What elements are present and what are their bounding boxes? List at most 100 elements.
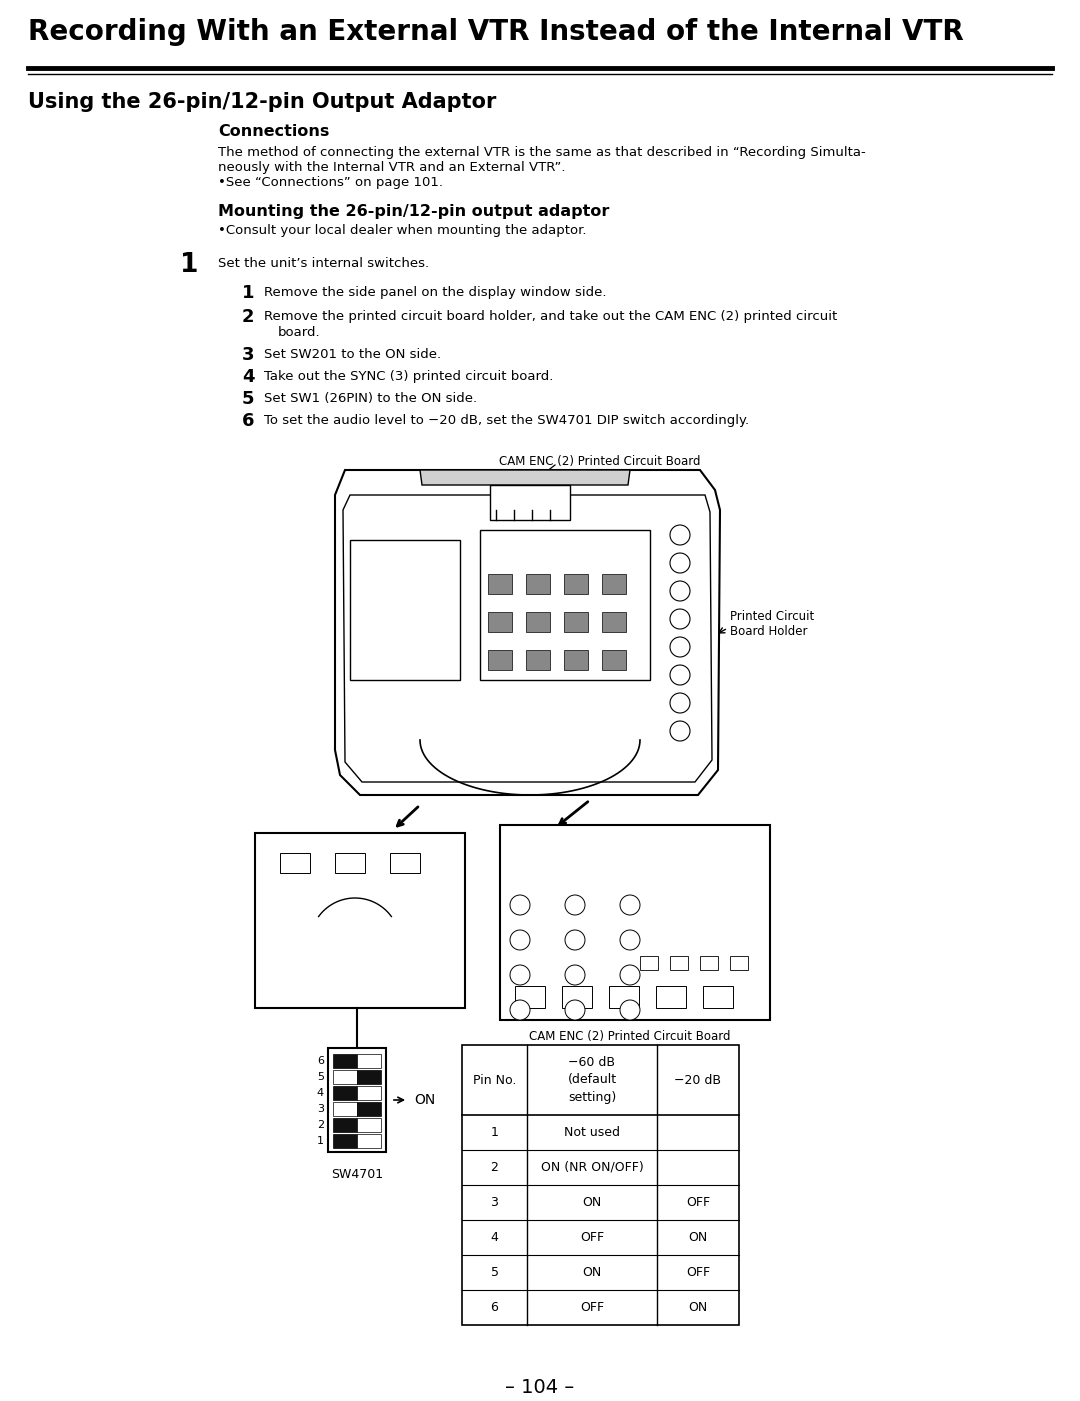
Text: 6: 6 (490, 1302, 499, 1314)
Bar (500, 825, 770, 1020)
Bar (670, 955, 688, 969)
Bar (602, 650, 626, 670)
Text: Set SW201 to the ON side.: Set SW201 to the ON side. (264, 347, 441, 361)
Circle shape (670, 581, 690, 601)
Text: Printed Circuit: Printed Circuit (730, 609, 814, 623)
Circle shape (620, 895, 640, 915)
Circle shape (670, 722, 690, 741)
Circle shape (620, 965, 640, 985)
Bar (564, 650, 588, 670)
Text: Board Holder: Board Holder (730, 625, 808, 637)
Circle shape (670, 553, 690, 573)
Text: Set the unit’s internal switches.: Set the unit’s internal switches. (218, 256, 429, 270)
Text: CAM ENC (2) Printed Circuit Board: CAM ENC (2) Printed Circuit Board (499, 455, 701, 468)
Bar (488, 574, 512, 594)
Bar (488, 650, 512, 670)
Text: neously with the Internal VTR and an External VTR”.: neously with the Internal VTR and an Ext… (218, 161, 566, 174)
Text: Not used: Not used (564, 1126, 620, 1139)
Text: 5: 5 (242, 389, 255, 408)
Text: 2: 2 (490, 1161, 499, 1174)
Bar (526, 574, 550, 594)
Circle shape (670, 525, 690, 545)
Circle shape (670, 665, 690, 685)
Circle shape (565, 930, 585, 950)
Text: ON: ON (582, 1196, 602, 1209)
Bar (640, 955, 658, 969)
Text: 4: 4 (316, 1089, 324, 1098)
Text: Remove the side panel on the display window side.: Remove the side panel on the display win… (264, 286, 607, 298)
Bar (328, 1048, 386, 1152)
Text: ON: ON (414, 1093, 435, 1107)
Bar (357, 1054, 381, 1068)
Text: ON (NR ON/OFF): ON (NR ON/OFF) (541, 1161, 644, 1174)
Bar (730, 955, 748, 969)
Text: Take out the SYNC (3) printed circuit board.: Take out the SYNC (3) printed circuit bo… (264, 370, 553, 382)
Bar (280, 853, 310, 873)
Polygon shape (335, 469, 720, 794)
Bar (333, 1133, 357, 1147)
Text: 1: 1 (490, 1126, 499, 1139)
Polygon shape (420, 469, 630, 485)
Polygon shape (255, 834, 465, 1007)
Text: Remove the printed circuit board holder, and take out the CAM ENC (2) printed ci: Remove the printed circuit board holder,… (264, 310, 837, 324)
Bar (333, 1070, 357, 1084)
Text: 4: 4 (490, 1231, 499, 1244)
Text: 3: 3 (242, 346, 255, 364)
Text: 3: 3 (318, 1104, 324, 1114)
Text: Connections: Connections (218, 125, 329, 139)
Bar (357, 1070, 381, 1084)
Text: −60 dB
(default
setting): −60 dB (default setting) (567, 1055, 617, 1104)
Text: ON: ON (688, 1302, 707, 1314)
Text: −20 dB: −20 dB (675, 1073, 721, 1087)
Text: 2: 2 (242, 308, 255, 326)
Bar (490, 485, 570, 520)
Text: 1: 1 (180, 252, 199, 277)
Text: •See “Connections” on page 101.: •See “Connections” on page 101. (218, 177, 443, 189)
Bar (357, 1103, 381, 1117)
Text: 3: 3 (490, 1196, 499, 1209)
Text: Mounting the 26-pin/12-pin output adaptor: Mounting the 26-pin/12-pin output adapto… (218, 205, 609, 219)
Circle shape (670, 637, 690, 657)
Circle shape (670, 693, 690, 713)
Bar (564, 612, 588, 632)
Circle shape (510, 965, 530, 985)
Bar (480, 530, 650, 679)
Text: 6: 6 (242, 412, 255, 430)
Text: 1: 1 (242, 284, 255, 303)
Text: 6: 6 (318, 1056, 324, 1066)
Circle shape (510, 1000, 530, 1020)
Bar (602, 612, 626, 632)
Text: The method of connecting the external VTR is the same as that described in “Reco: The method of connecting the external VT… (218, 146, 866, 158)
Bar (488, 612, 512, 632)
Text: CAM ENC (2) Printed Circuit Board: CAM ENC (2) Printed Circuit Board (529, 1030, 731, 1042)
Bar (350, 539, 460, 679)
Bar (526, 650, 550, 670)
Text: Using the 26-pin/12-pin Output Adaptor: Using the 26-pin/12-pin Output Adaptor (28, 92, 497, 112)
Text: OFF: OFF (580, 1302, 604, 1314)
Bar (357, 1133, 381, 1147)
Text: SW4701: SW4701 (330, 1168, 383, 1181)
Text: OFF: OFF (686, 1196, 710, 1209)
Text: ON: ON (688, 1231, 707, 1244)
Circle shape (670, 609, 690, 629)
Text: Pin No.: Pin No. (473, 1073, 516, 1087)
Text: 5: 5 (490, 1267, 499, 1279)
Text: – 104 –: – 104 – (505, 1379, 575, 1397)
Bar (564, 574, 588, 594)
Text: ON: ON (582, 1267, 602, 1279)
Bar (700, 955, 718, 969)
Circle shape (510, 895, 530, 915)
Bar (333, 1054, 357, 1068)
Bar (562, 986, 592, 1007)
Text: 5: 5 (318, 1072, 324, 1082)
Bar (602, 574, 626, 594)
Bar (335, 853, 365, 873)
Circle shape (510, 930, 530, 950)
Text: board.: board. (278, 326, 321, 339)
Text: OFF: OFF (580, 1231, 604, 1244)
Text: To set the audio level to −20 dB, set the SW4701 DIP switch accordingly.: To set the audio level to −20 dB, set th… (264, 415, 750, 427)
Text: OFF: OFF (686, 1267, 710, 1279)
Bar (333, 1118, 357, 1132)
Text: 2: 2 (316, 1119, 324, 1131)
Bar (703, 986, 733, 1007)
